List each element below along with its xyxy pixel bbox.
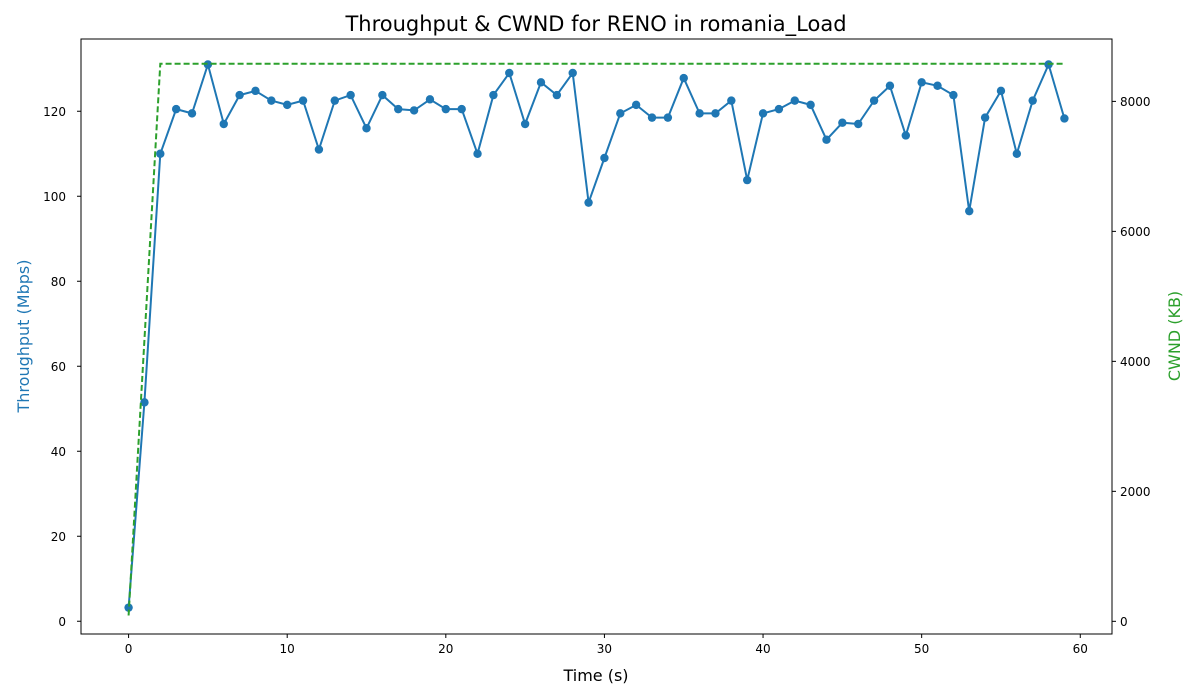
throughput-point — [647, 113, 657, 122]
y-right-tick-label: 6000 — [1120, 225, 1151, 239]
x-tick-label: 30 — [597, 642, 612, 656]
x-tick-label: 40 — [755, 642, 770, 656]
throughput-point — [600, 153, 609, 163]
throughput-point — [441, 104, 451, 114]
throughput-point — [758, 109, 768, 118]
throughput-point — [536, 78, 546, 87]
throughput-point — [742, 175, 752, 185]
x-tick-label: 0 — [125, 642, 133, 656]
throughput-point — [695, 109, 704, 118]
throughput-point — [235, 90, 244, 100]
y-left-tick-label: 0 — [58, 615, 66, 629]
throughput-point — [251, 86, 260, 96]
throughput-point — [965, 206, 974, 216]
throughput-point — [854, 119, 863, 129]
plot-area — [124, 60, 1069, 616]
y-left-tick-label: 20 — [51, 530, 66, 544]
throughput-point — [425, 95, 435, 104]
throughput-point — [124, 603, 133, 612]
throughput-point — [727, 96, 736, 105]
throughput-point — [267, 96, 276, 105]
throughput-point — [949, 90, 958, 100]
y-right-tick-label: 0 — [1120, 615, 1128, 629]
y-axis-left-title: Throughput (Mbps) — [14, 260, 33, 414]
plot-frame — [80, 38, 1113, 635]
throughput-point — [679, 73, 688, 83]
x-axis-title: Time (s) — [562, 666, 628, 685]
y-left-tick-label: 60 — [51, 360, 66, 374]
throughput-point — [980, 113, 990, 122]
y-left-tick-label: 100 — [43, 190, 66, 204]
chart-title: Throughput & CWND for RENO in romania_Lo… — [344, 12, 846, 37]
throughput-point — [568, 68, 577, 78]
throughput-point — [1028, 96, 1037, 105]
throughput-point — [584, 198, 593, 207]
throughput-point — [330, 96, 339, 105]
throughput-point — [1012, 149, 1022, 158]
x-tick-label: 20 — [438, 642, 453, 656]
throughput-point — [298, 96, 308, 105]
throughput-point — [1060, 114, 1069, 123]
throughput-point — [362, 124, 371, 133]
y-right-tick-label: 8000 — [1120, 95, 1151, 109]
throughput-point — [663, 113, 673, 122]
x-tick-label: 10 — [280, 642, 295, 656]
throughput-point — [711, 109, 720, 118]
x-tick-label: 50 — [914, 642, 929, 656]
throughput-point — [806, 100, 815, 110]
throughput-point — [790, 96, 799, 105]
axes: 0 10 20 30 40 50 60 0 20 40 60 80 100 120 0 2000 4000 600… — [43, 95, 1150, 656]
throughput-point — [473, 149, 482, 158]
throughput-point — [187, 109, 197, 118]
throughput-point — [838, 118, 847, 127]
throughput-point — [869, 96, 879, 105]
y-left-tick-label: 40 — [51, 445, 66, 459]
throughput-point — [996, 86, 1006, 96]
throughput-point — [901, 131, 910, 140]
throughput-point — [552, 90, 562, 100]
throughput-point — [140, 398, 149, 407]
throughput-point — [774, 104, 784, 114]
throughput-point — [203, 60, 213, 69]
throughput-point — [616, 109, 625, 118]
throughput-point — [171, 104, 181, 114]
throughput-point — [378, 90, 387, 100]
throughput-point — [394, 104, 403, 114]
throughput-point — [917, 78, 926, 87]
throughput-point — [505, 68, 514, 78]
y-left-tick-label: 120 — [43, 105, 66, 119]
y-axis-right-title: CWND (KB) — [1165, 291, 1184, 381]
x-tick-label: 60 — [1073, 642, 1088, 656]
throughput-point — [520, 119, 530, 129]
throughput-point — [219, 119, 228, 129]
throughput-point — [346, 90, 355, 100]
throughput-point — [933, 81, 942, 90]
throughput-point — [409, 106, 419, 115]
y-left-tick-label: 80 — [51, 275, 66, 289]
y-right-tick-label: 2000 — [1120, 485, 1151, 499]
throughput-point — [489, 90, 498, 100]
y-right-tick-label: 4000 — [1120, 355, 1151, 369]
throughput-point — [314, 145, 324, 154]
throughput-point — [457, 104, 466, 114]
throughput-point — [631, 100, 641, 110]
throughput-point — [283, 100, 292, 110]
throughput-point — [156, 149, 165, 158]
throughput-point — [885, 81, 895, 90]
cwnd-series-line — [127, 62, 1065, 616]
throughput-point — [822, 135, 831, 144]
